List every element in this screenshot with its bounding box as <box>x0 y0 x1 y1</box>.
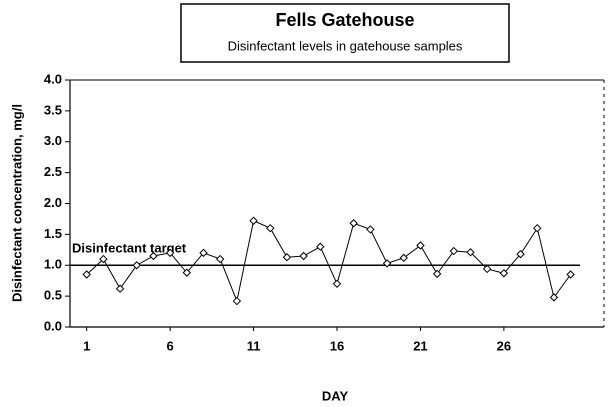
data-point <box>466 248 475 257</box>
y-tick-label: 2.0 <box>44 195 62 210</box>
y-tick-label: 3.5 <box>44 102 62 117</box>
chart-title: Fells Gatehouse <box>275 10 414 30</box>
data-point <box>115 284 125 293</box>
x-tick-label: 6 <box>167 338 174 353</box>
data-point <box>165 248 175 258</box>
data-point <box>249 216 258 225</box>
data-point <box>316 242 325 251</box>
data-point <box>566 270 575 279</box>
data-point <box>366 225 375 234</box>
data-point <box>149 251 158 261</box>
series-line <box>86 220 572 303</box>
data-point <box>449 246 459 256</box>
target-label: Disinfectant target <box>72 241 187 256</box>
y-tick-label: 4.0 <box>44 71 62 86</box>
x-tick-label: 11 <box>247 338 261 353</box>
data-point <box>82 270 91 279</box>
data-point <box>299 251 308 261</box>
data-point <box>549 293 559 302</box>
data-point <box>199 248 208 258</box>
data-point <box>499 269 509 278</box>
x-axis-label: DAY <box>322 388 349 403</box>
y-tick-label: 2.5 <box>44 164 62 179</box>
data-point <box>482 264 492 274</box>
x-tick-label: 21 <box>413 338 427 353</box>
y-tick-label: 0.0 <box>44 318 62 333</box>
y-tick-label: 3.0 <box>44 133 62 148</box>
y-tick-label: 1.0 <box>44 257 62 272</box>
title-box <box>180 3 510 63</box>
data-point <box>533 223 542 233</box>
x-tick-label: 1 <box>83 338 90 353</box>
data-point <box>232 296 242 306</box>
y-tick-label: 0.5 <box>44 288 62 303</box>
data-point <box>266 223 275 233</box>
data-point <box>182 268 192 277</box>
data-point <box>132 261 141 270</box>
x-tick-label: 26 <box>497 338 511 353</box>
data-point <box>382 259 392 268</box>
chart-subtitle: Disinfectant levels in gatehouse samples <box>228 38 463 53</box>
x-tick-label: 16 <box>330 338 344 353</box>
data-point <box>215 254 225 264</box>
data-point <box>516 249 525 259</box>
data-point <box>282 253 292 262</box>
y-axis-label: Disinfectant concentration, mg/l <box>9 104 24 302</box>
data-point <box>432 269 442 279</box>
data-point <box>349 219 358 228</box>
y-tick-label: 1.5 <box>44 226 62 241</box>
data-point <box>399 253 408 263</box>
data-point <box>99 254 108 264</box>
data-point <box>416 241 425 250</box>
data-point <box>332 279 342 288</box>
